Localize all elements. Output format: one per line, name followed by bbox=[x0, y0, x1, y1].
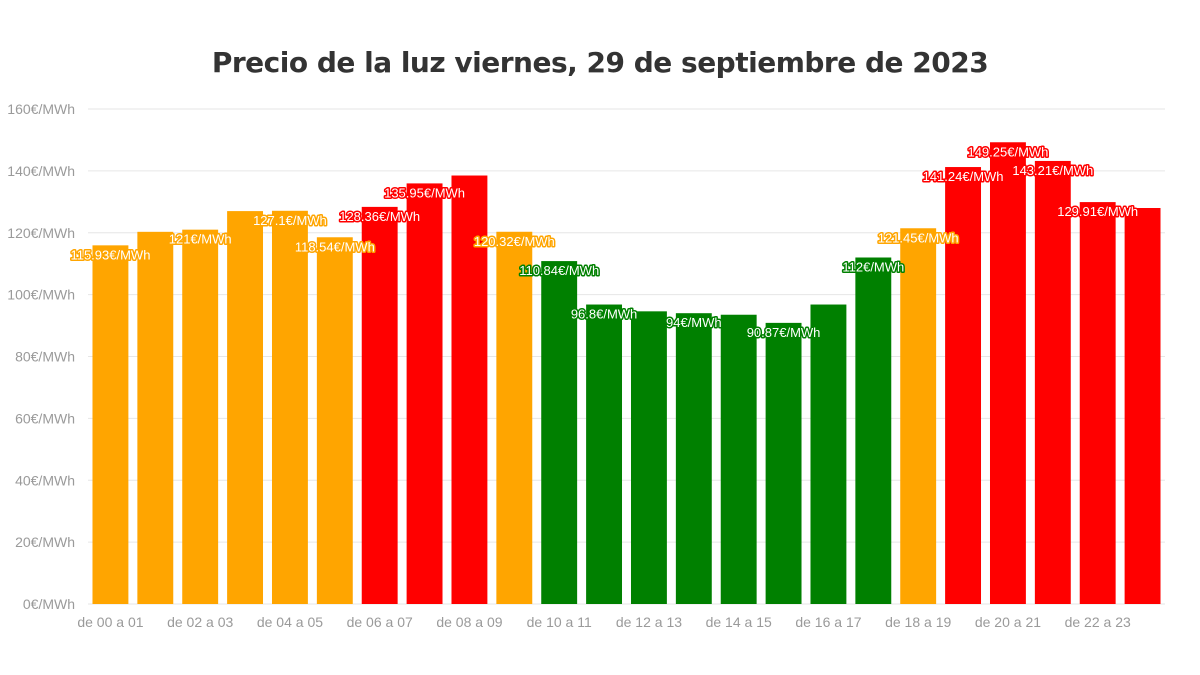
bar: de 23 a 24 bbox=[1124, 208, 1161, 604]
bar: de 09 a 10 bbox=[496, 231, 533, 604]
x-tick-label: de 06 a 07 bbox=[347, 614, 413, 630]
x-tick-label: de 10 a 11 bbox=[527, 614, 592, 630]
bar: de 12 a 13 bbox=[630, 311, 667, 604]
data-label: 118.54€/MWh bbox=[295, 239, 375, 254]
data-label: 120.32€/MWh bbox=[474, 234, 555, 249]
x-tick-label: de 12 a 13 bbox=[616, 614, 682, 630]
y-tick-label: 120€/MWh bbox=[7, 225, 75, 241]
bar: de 04 a 05 bbox=[271, 210, 308, 605]
bar: de 21 a 22 bbox=[1034, 160, 1071, 604]
y-tick-label: 160€/MWh bbox=[7, 101, 75, 117]
y-tick-label: 60€/MWh bbox=[15, 410, 75, 426]
data-label: 121.45€/MWh bbox=[878, 230, 959, 245]
x-tick-label: de 02 a 03 bbox=[167, 614, 233, 630]
data-label: 135.95€/MWh bbox=[384, 185, 465, 200]
data-label: 128.36€/MWh bbox=[339, 209, 420, 224]
x-tick-label: de 18 a 19 bbox=[885, 614, 951, 630]
bar: de 22 a 23 bbox=[1079, 202, 1116, 604]
bar: de 10 a 11 bbox=[541, 261, 578, 604]
y-tick-label: 80€/MWh bbox=[15, 349, 75, 365]
x-tick-label: de 14 a 15 bbox=[706, 614, 772, 630]
data-label: 96.8€/MWh bbox=[571, 307, 637, 322]
data-label: 115.93€/MWh bbox=[70, 247, 150, 262]
bar: de 17 a 18 bbox=[855, 257, 892, 604]
y-tick-label: 140€/MWh bbox=[7, 163, 75, 179]
y-tick-label: 20€/MWh bbox=[15, 534, 75, 550]
y-tick-label: 100€/MWh bbox=[7, 287, 75, 303]
data-label: 110.84€/MWh bbox=[519, 263, 599, 278]
bar: de 20 a 21 bbox=[989, 142, 1026, 604]
data-labels: 115.93€/MWh 121€/MWh 127.1€/MWh 118.54€/MWh… bbox=[69, 143, 1140, 342]
bar: de 15 a 16 bbox=[765, 322, 802, 604]
bar: de 07 a 08 bbox=[406, 183, 443, 604]
data-label: 94€/MWh bbox=[666, 315, 722, 330]
bar: de 11 a 12 bbox=[586, 304, 623, 604]
data-label: 127.1€/MWh bbox=[253, 213, 327, 228]
data-label: 129.91€/MWh bbox=[1057, 204, 1138, 219]
data-label: 112€/MWh bbox=[842, 260, 904, 275]
x-tick-label: de 22 a 23 bbox=[1065, 614, 1131, 630]
y-tick-label: 0€/MWh bbox=[23, 596, 75, 612]
bar: de 08 a 09 bbox=[451, 175, 488, 604]
x-tick-label: de 00 a 01 bbox=[77, 614, 143, 630]
bar: de 14 a 15 bbox=[720, 314, 757, 604]
data-label: 149.25€/MWh bbox=[967, 144, 1048, 159]
bar: de 02 a 03 bbox=[182, 229, 219, 604]
chart-title: Precio de la luz viernes, 29 de septiemb… bbox=[211, 46, 989, 79]
x-tick-label: de 16 a 17 bbox=[795, 614, 861, 630]
bar: de 19 a 20 bbox=[945, 167, 982, 604]
x-axis: de 00 a 01 de 02 a 03 de 04 a 05 de 06 a 07… bbox=[77, 614, 1131, 630]
grid-lines bbox=[88, 108, 1165, 605]
bar: de 01 a 02 bbox=[137, 231, 174, 604]
bar: de 06 a 07 bbox=[361, 206, 398, 605]
data-label: 121€/MWh bbox=[169, 232, 232, 247]
bar: de 13 a 14 bbox=[675, 313, 712, 604]
bar: de 05 a 06 bbox=[316, 237, 353, 604]
x-tick-label: de 04 a 05 bbox=[257, 614, 323, 630]
x-tick-label: de 08 a 09 bbox=[436, 614, 502, 630]
data-label: 143.21€/MWh bbox=[1012, 163, 1093, 178]
x-tick-label: de 20 a 21 bbox=[975, 614, 1041, 630]
bar: de 03 a 04 bbox=[227, 211, 264, 604]
bar: de 00 a 01 bbox=[92, 245, 129, 605]
y-tick-label: 40€/MWh bbox=[15, 472, 75, 488]
data-label: 141.24€/MWh bbox=[923, 169, 1004, 184]
bar: de 18 a 19 bbox=[900, 228, 937, 604]
bar: de 16 a 17 bbox=[810, 304, 847, 604]
data-label: 90.87€/MWh bbox=[747, 325, 821, 340]
y-axis: 0€/MWh 20€/MWh 40€/MWh 60€/MWh 80€/MWh 100€/M… bbox=[7, 101, 75, 612]
